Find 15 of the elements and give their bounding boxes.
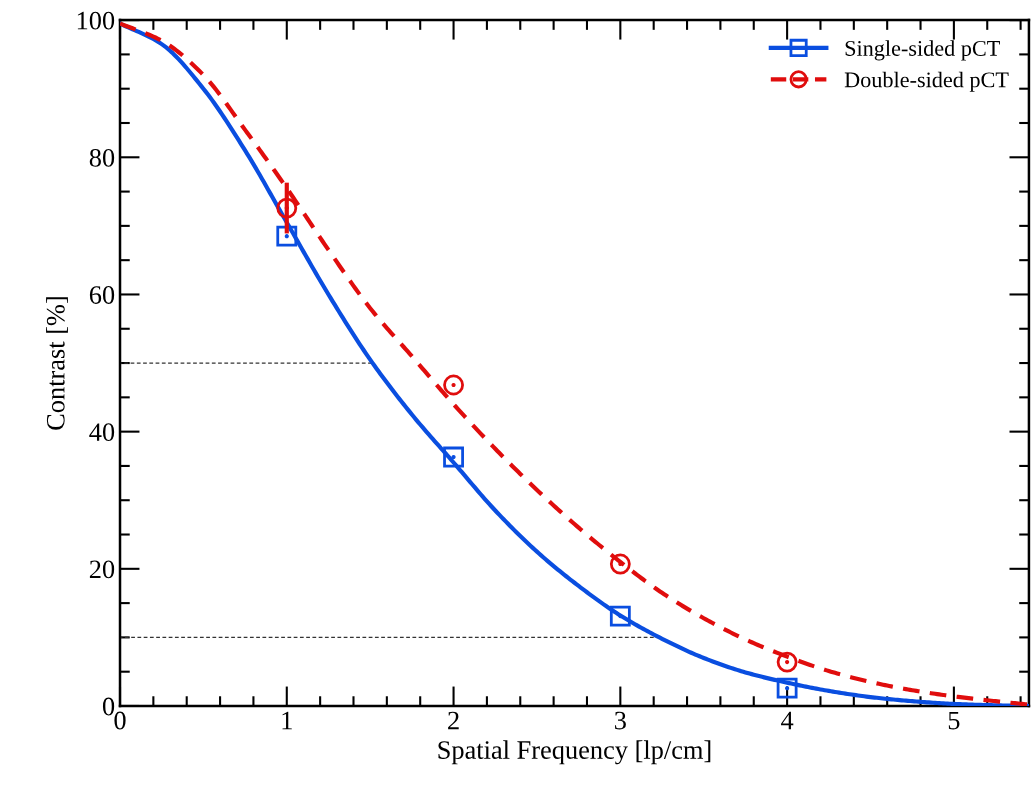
x-tick-label: 3 — [615, 711, 626, 730]
x-tick-label: 2 — [448, 711, 459, 730]
x-tick-label: 4 — [781, 711, 794, 730]
y-axis-title: Contrast [%] — [46, 297, 68, 430]
x-axis-title: Spatial Frequency [lp/cm] — [438, 740, 711, 765]
y-tick-label: 60 — [89, 286, 115, 304]
x-tick-label: 5 — [948, 711, 960, 730]
y-tick-label: 0 — [102, 697, 115, 716]
y-tick-label: 80 — [89, 148, 115, 167]
y-tick-label: 20 — [89, 560, 115, 579]
legend-label: Double-sided pCT — [844, 71, 1009, 92]
y-tick-label: 100 — [77, 11, 115, 30]
x-tick-label: 1 — [282, 711, 292, 730]
legend-label: Single-sided pCT — [845, 40, 1000, 61]
y-tick-label: 40 — [89, 423, 115, 442]
